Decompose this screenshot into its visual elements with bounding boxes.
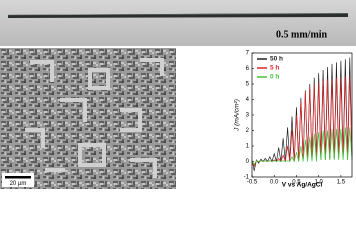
y-tick-label: 6 [246,66,250,72]
y-tick-label: 5 [246,82,250,88]
y-tick-label: 7 [246,51,250,57]
micrograph-domains [25,58,164,178]
photo-label: 0.5 mm/min [276,29,328,40]
rod-highlight [7,13,349,16]
y-tick-label: -1 [244,175,250,181]
micrograph-panel: 20 µm [0,48,176,189]
chart-background [178,48,356,189]
y-tick-label: 3 [246,113,250,119]
photo-panel: 0.5 mm/min [0,0,356,46]
legend-label: 5 h [270,65,279,72]
y-axis-label: J (mA/cm²) [234,99,241,132]
x-tick-label: 1.0 [314,180,323,186]
figure: 0.5 mm/min 20 µm -1 0 1 2 3 4 5 6 7 -0.5 0.0 0.5 1.0… [0,0,356,189]
x-tick-label: -0.5 [247,180,258,186]
scale-bar [5,176,31,179]
y-tick-label: 1 [246,144,250,150]
legend-label: 50 h [270,56,283,63]
legend-label: 0 h [270,74,279,81]
x-tick-label: 1.5 [337,180,346,186]
y-tick-label: 2 [246,128,250,134]
y-tick-label: 4 [246,97,250,103]
x-axis-label: V vs Ag/AgCl [282,182,323,189]
x-tick-label: 0.5 [292,180,301,186]
scale-label: 20 µm [10,181,27,187]
x-tick-label: 0.0 [270,180,279,186]
series-line [251,127,353,166]
plot-frame [251,52,353,178]
photo-background [0,0,356,46]
y-tick-label: 0 [246,159,250,165]
